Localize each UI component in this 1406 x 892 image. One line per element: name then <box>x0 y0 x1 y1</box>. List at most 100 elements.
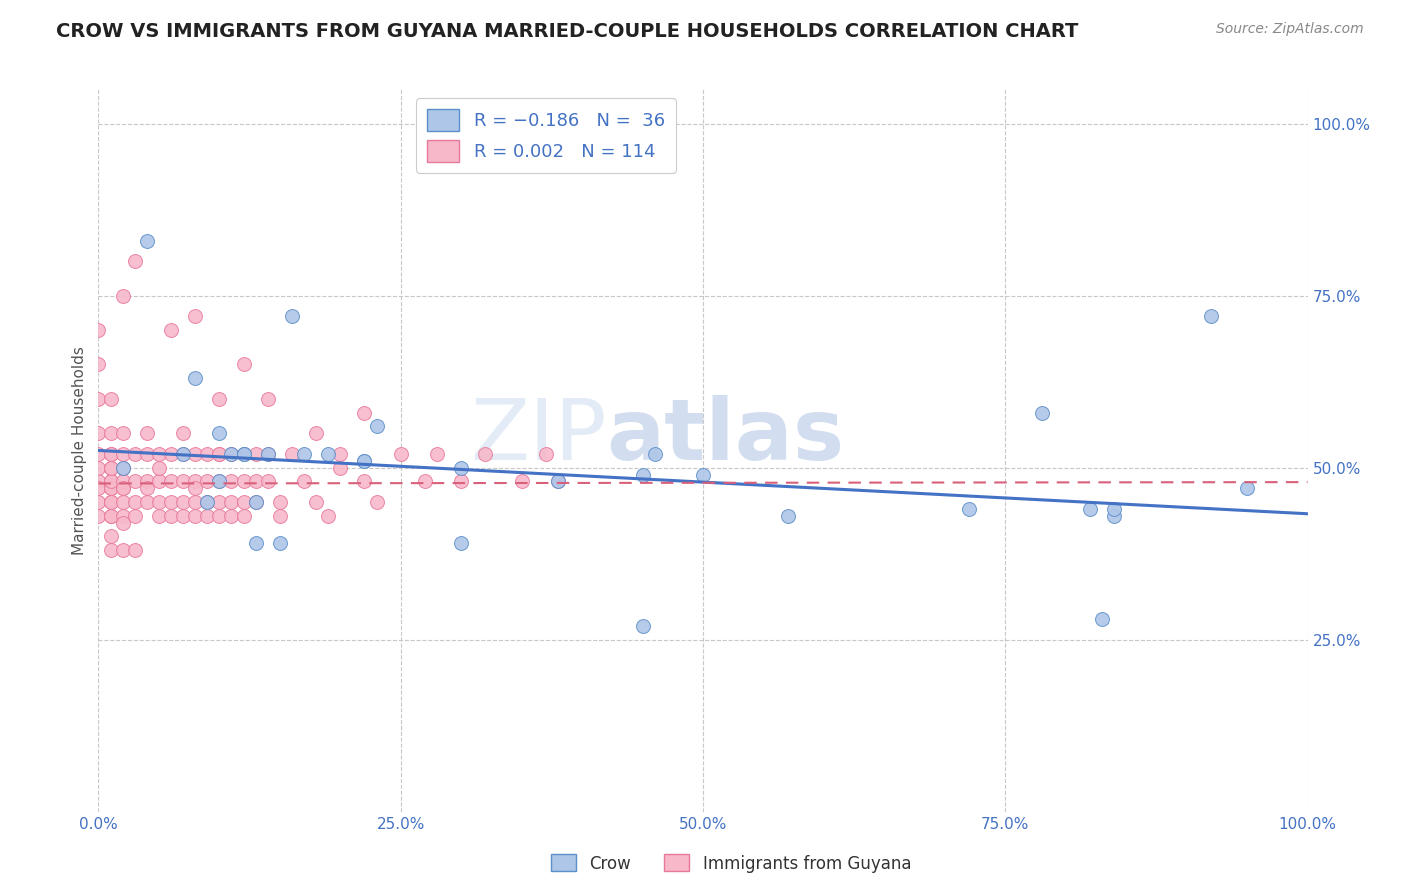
Text: Source: ZipAtlas.com: Source: ZipAtlas.com <box>1216 22 1364 37</box>
Point <box>305 426 328 441</box>
Point <box>184 508 207 523</box>
Point <box>87 481 110 495</box>
Point <box>172 495 194 509</box>
Point <box>184 481 207 495</box>
Text: ZIP: ZIP <box>470 394 606 477</box>
Point <box>135 475 157 489</box>
Point <box>100 508 122 523</box>
Point <box>256 447 278 461</box>
Point <box>316 447 339 461</box>
Point <box>245 475 267 489</box>
Point <box>232 358 254 372</box>
Point <box>87 323 110 337</box>
Legend: Crow, Immigrants from Guyana: Crow, Immigrants from Guyana <box>544 847 918 880</box>
Point <box>100 475 122 489</box>
Point <box>195 447 218 461</box>
Point <box>148 447 170 461</box>
Point <box>547 475 569 489</box>
Point <box>1078 502 1101 516</box>
Point <box>111 495 134 509</box>
Point <box>256 475 278 489</box>
Point <box>195 475 218 489</box>
Point <box>957 502 980 516</box>
Point <box>111 481 134 495</box>
Point <box>184 371 207 385</box>
Point <box>305 495 328 509</box>
Point <box>124 447 146 461</box>
Point <box>208 475 231 489</box>
Point <box>232 447 254 461</box>
Point <box>208 447 231 461</box>
Point <box>100 543 122 558</box>
Point <box>510 475 533 489</box>
Point <box>172 447 194 461</box>
Point <box>1091 612 1114 626</box>
Point <box>111 288 134 302</box>
Text: CROW VS IMMIGRANTS FROM GUYANA MARRIED-COUPLE HOUSEHOLDS CORRELATION CHART: CROW VS IMMIGRANTS FROM GUYANA MARRIED-C… <box>56 22 1078 41</box>
Point <box>329 460 352 475</box>
Point <box>232 447 254 461</box>
Point <box>1236 481 1258 495</box>
Point <box>160 447 183 461</box>
Point <box>160 508 183 523</box>
Point <box>245 536 267 550</box>
Y-axis label: Married-couple Households: Married-couple Households <box>72 346 87 555</box>
Point <box>232 475 254 489</box>
Point <box>184 447 207 461</box>
Point <box>534 447 557 461</box>
Point <box>644 447 666 461</box>
Point <box>172 475 194 489</box>
Point <box>111 426 134 441</box>
Point <box>208 495 231 509</box>
Point <box>776 508 799 523</box>
Point <box>87 475 110 489</box>
Point <box>1102 508 1125 523</box>
Point <box>100 392 122 406</box>
Point <box>135 447 157 461</box>
Point <box>148 508 170 523</box>
Point <box>160 495 183 509</box>
Point <box>221 475 243 489</box>
Point <box>232 508 254 523</box>
Point <box>450 475 472 489</box>
Point <box>450 536 472 550</box>
Point <box>135 481 157 495</box>
Point <box>413 475 436 489</box>
Point <box>366 495 388 509</box>
Point <box>100 481 122 495</box>
Point <box>208 475 231 489</box>
Point <box>692 467 714 482</box>
Point <box>124 475 146 489</box>
Point <box>124 495 146 509</box>
Point <box>1102 502 1125 516</box>
Point <box>245 447 267 461</box>
Point <box>221 495 243 509</box>
Point <box>100 495 122 509</box>
Point <box>111 447 134 461</box>
Point <box>100 508 122 523</box>
Point <box>353 406 375 420</box>
Point <box>184 310 207 324</box>
Point <box>148 475 170 489</box>
Point <box>221 508 243 523</box>
Point <box>195 495 218 509</box>
Point <box>148 495 170 509</box>
Point <box>292 475 315 489</box>
Text: atlas: atlas <box>606 394 845 477</box>
Point <box>135 495 157 509</box>
Point <box>232 447 254 461</box>
Point <box>100 475 122 489</box>
Point <box>160 323 183 337</box>
Point <box>111 516 134 530</box>
Point <box>316 508 339 523</box>
Point <box>87 392 110 406</box>
Point <box>111 543 134 558</box>
Point <box>208 508 231 523</box>
Point <box>221 447 243 461</box>
Point <box>100 447 122 461</box>
Point <box>1199 310 1222 324</box>
Point <box>631 467 654 482</box>
Point <box>87 426 110 441</box>
Point <box>172 426 194 441</box>
Point <box>269 536 291 550</box>
